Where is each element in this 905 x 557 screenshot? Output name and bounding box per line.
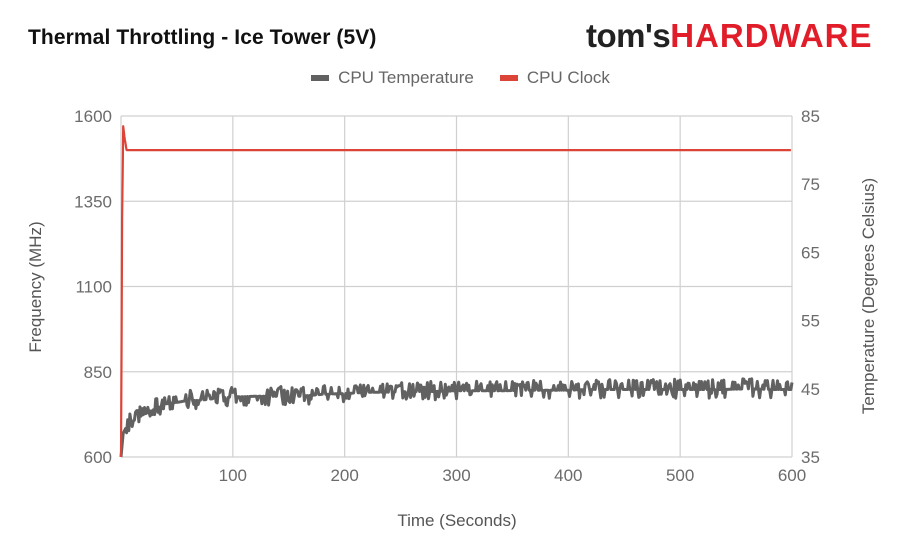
y-right-tick-label: 45 — [801, 380, 820, 399]
y-right-tick-label: 85 — [801, 107, 820, 126]
y-left-tick-label: 1350 — [74, 192, 112, 211]
x-tick-label: 300 — [442, 466, 470, 485]
legend-swatch-temperature-icon — [311, 75, 330, 81]
x-axis-ticks: 100 200 300 400 500 600 — [219, 466, 807, 485]
chart-legend: CPU Temperature CPU Clock — [0, 68, 905, 88]
y-left-tick-label: 1600 — [74, 107, 112, 126]
y-right-tick-label: 75 — [801, 175, 820, 194]
series-line-cpu-temperature — [119, 377, 794, 458]
logo-text-hardware: HARDWARE — [670, 17, 873, 54]
logo-text-toms: tom's — [586, 17, 671, 54]
y-axis-right-ticks: 35 45 55 65 75 85 — [801, 107, 820, 467]
y-left-tick-label: 1100 — [75, 278, 112, 297]
y-axis-right-title: Temperature (Degrees Celsius) — [859, 178, 878, 414]
grid-lines — [120, 115, 793, 458]
x-tick-label: 100 — [219, 466, 247, 485]
y-right-tick-label: 65 — [801, 243, 820, 262]
legend-item-temperature[interactable]: CPU Temperature — [311, 68, 474, 88]
toms-hardware-logo: tom'sHARDWARE — [586, 16, 873, 56]
legend-swatch-clock-icon — [499, 75, 518, 81]
y-left-tick-label: 600 — [84, 448, 112, 467]
legend-item-clock[interactable]: CPU Clock — [499, 68, 610, 88]
legend-label: CPU Clock — [526, 68, 610, 87]
x-tick-label: 600 — [778, 466, 806, 485]
series-line-cpu-clock — [119, 125, 791, 458]
x-axis-title: Time (Seconds) — [397, 511, 516, 530]
y-axis-left-ticks: 600 850 1100 1350 1600 — [74, 107, 112, 467]
x-tick-label: 500 — [666, 466, 694, 485]
x-tick-label: 200 — [330, 466, 358, 485]
y-right-tick-label: 55 — [801, 312, 820, 331]
chart-title: Thermal Throttling - Ice Tower (5V) — [28, 26, 377, 49]
legend-label: CPU Temperature — [338, 68, 474, 87]
y-right-tick-label: 35 — [801, 448, 820, 467]
y-left-tick-label: 850 — [84, 363, 112, 382]
x-tick-label: 400 — [554, 466, 582, 485]
y-axis-left-title: Frequency (MHz) — [26, 221, 45, 352]
